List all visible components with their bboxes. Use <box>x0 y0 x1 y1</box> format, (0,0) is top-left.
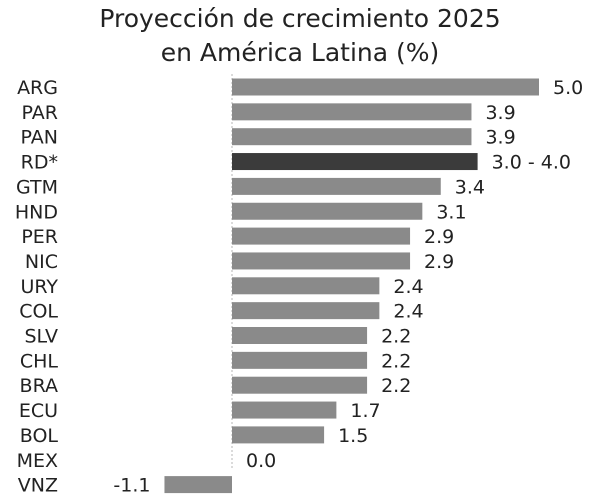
bar <box>232 227 411 245</box>
bar <box>232 401 337 419</box>
value-label: 2.4 <box>393 301 423 323</box>
bar <box>232 426 325 444</box>
bar <box>232 177 441 195</box>
category-label: BOL <box>20 425 59 447</box>
category-label: CHL <box>20 350 59 372</box>
bar <box>164 476 232 494</box>
bar <box>232 252 411 270</box>
category-label: RD* <box>21 152 58 174</box>
value-label: 2.9 <box>424 226 454 248</box>
category-label: SLV <box>24 326 58 348</box>
value-label: 3.0 - 4.0 <box>492 152 571 174</box>
category-label: MEX <box>17 450 58 472</box>
value-label: 3.9 <box>485 127 515 149</box>
bar <box>232 78 539 96</box>
category-label: VNZ <box>18 475 58 497</box>
category-label: COL <box>19 301 58 323</box>
bar <box>232 351 368 369</box>
category-label: URY <box>21 276 59 298</box>
value-label: 1.5 <box>338 425 368 447</box>
value-label: 2.2 <box>381 375 411 397</box>
category-label: NIC <box>25 251 58 273</box>
category-label: ARG <box>17 77 58 99</box>
category-label: HND <box>15 201 58 223</box>
value-label: 2.2 <box>381 350 411 372</box>
value-label: 3.1 <box>436 201 466 223</box>
value-label: 3.9 <box>485 102 515 124</box>
value-label: 0.0 <box>246 450 276 472</box>
value-label: 5.0 <box>553 77 583 99</box>
value-label: 2.9 <box>424 251 454 273</box>
category-label: GTM <box>16 176 58 198</box>
category-label: PAN <box>21 127 58 149</box>
value-label: 3.4 <box>455 176 485 198</box>
category-label: PER <box>21 226 58 248</box>
chart-title-line-2: en América Latina (%) <box>160 38 440 67</box>
value-label: -1.1 <box>113 475 150 497</box>
bar <box>232 376 368 394</box>
value-label: 1.7 <box>350 400 380 422</box>
bar <box>232 277 380 295</box>
category-label: ECU <box>19 400 58 422</box>
bar <box>232 202 423 220</box>
bar <box>232 327 368 344</box>
category-label: BRA <box>20 375 58 397</box>
chart-title-line-1: Proyección de crecimiento 2025 <box>99 4 501 33</box>
bar <box>232 103 472 121</box>
bar <box>232 302 380 320</box>
value-label: 2.2 <box>381 326 411 348</box>
category-label: PAR <box>22 102 58 124</box>
bar <box>232 153 478 171</box>
bar <box>232 128 472 146</box>
value-label: 2.4 <box>393 276 423 298</box>
